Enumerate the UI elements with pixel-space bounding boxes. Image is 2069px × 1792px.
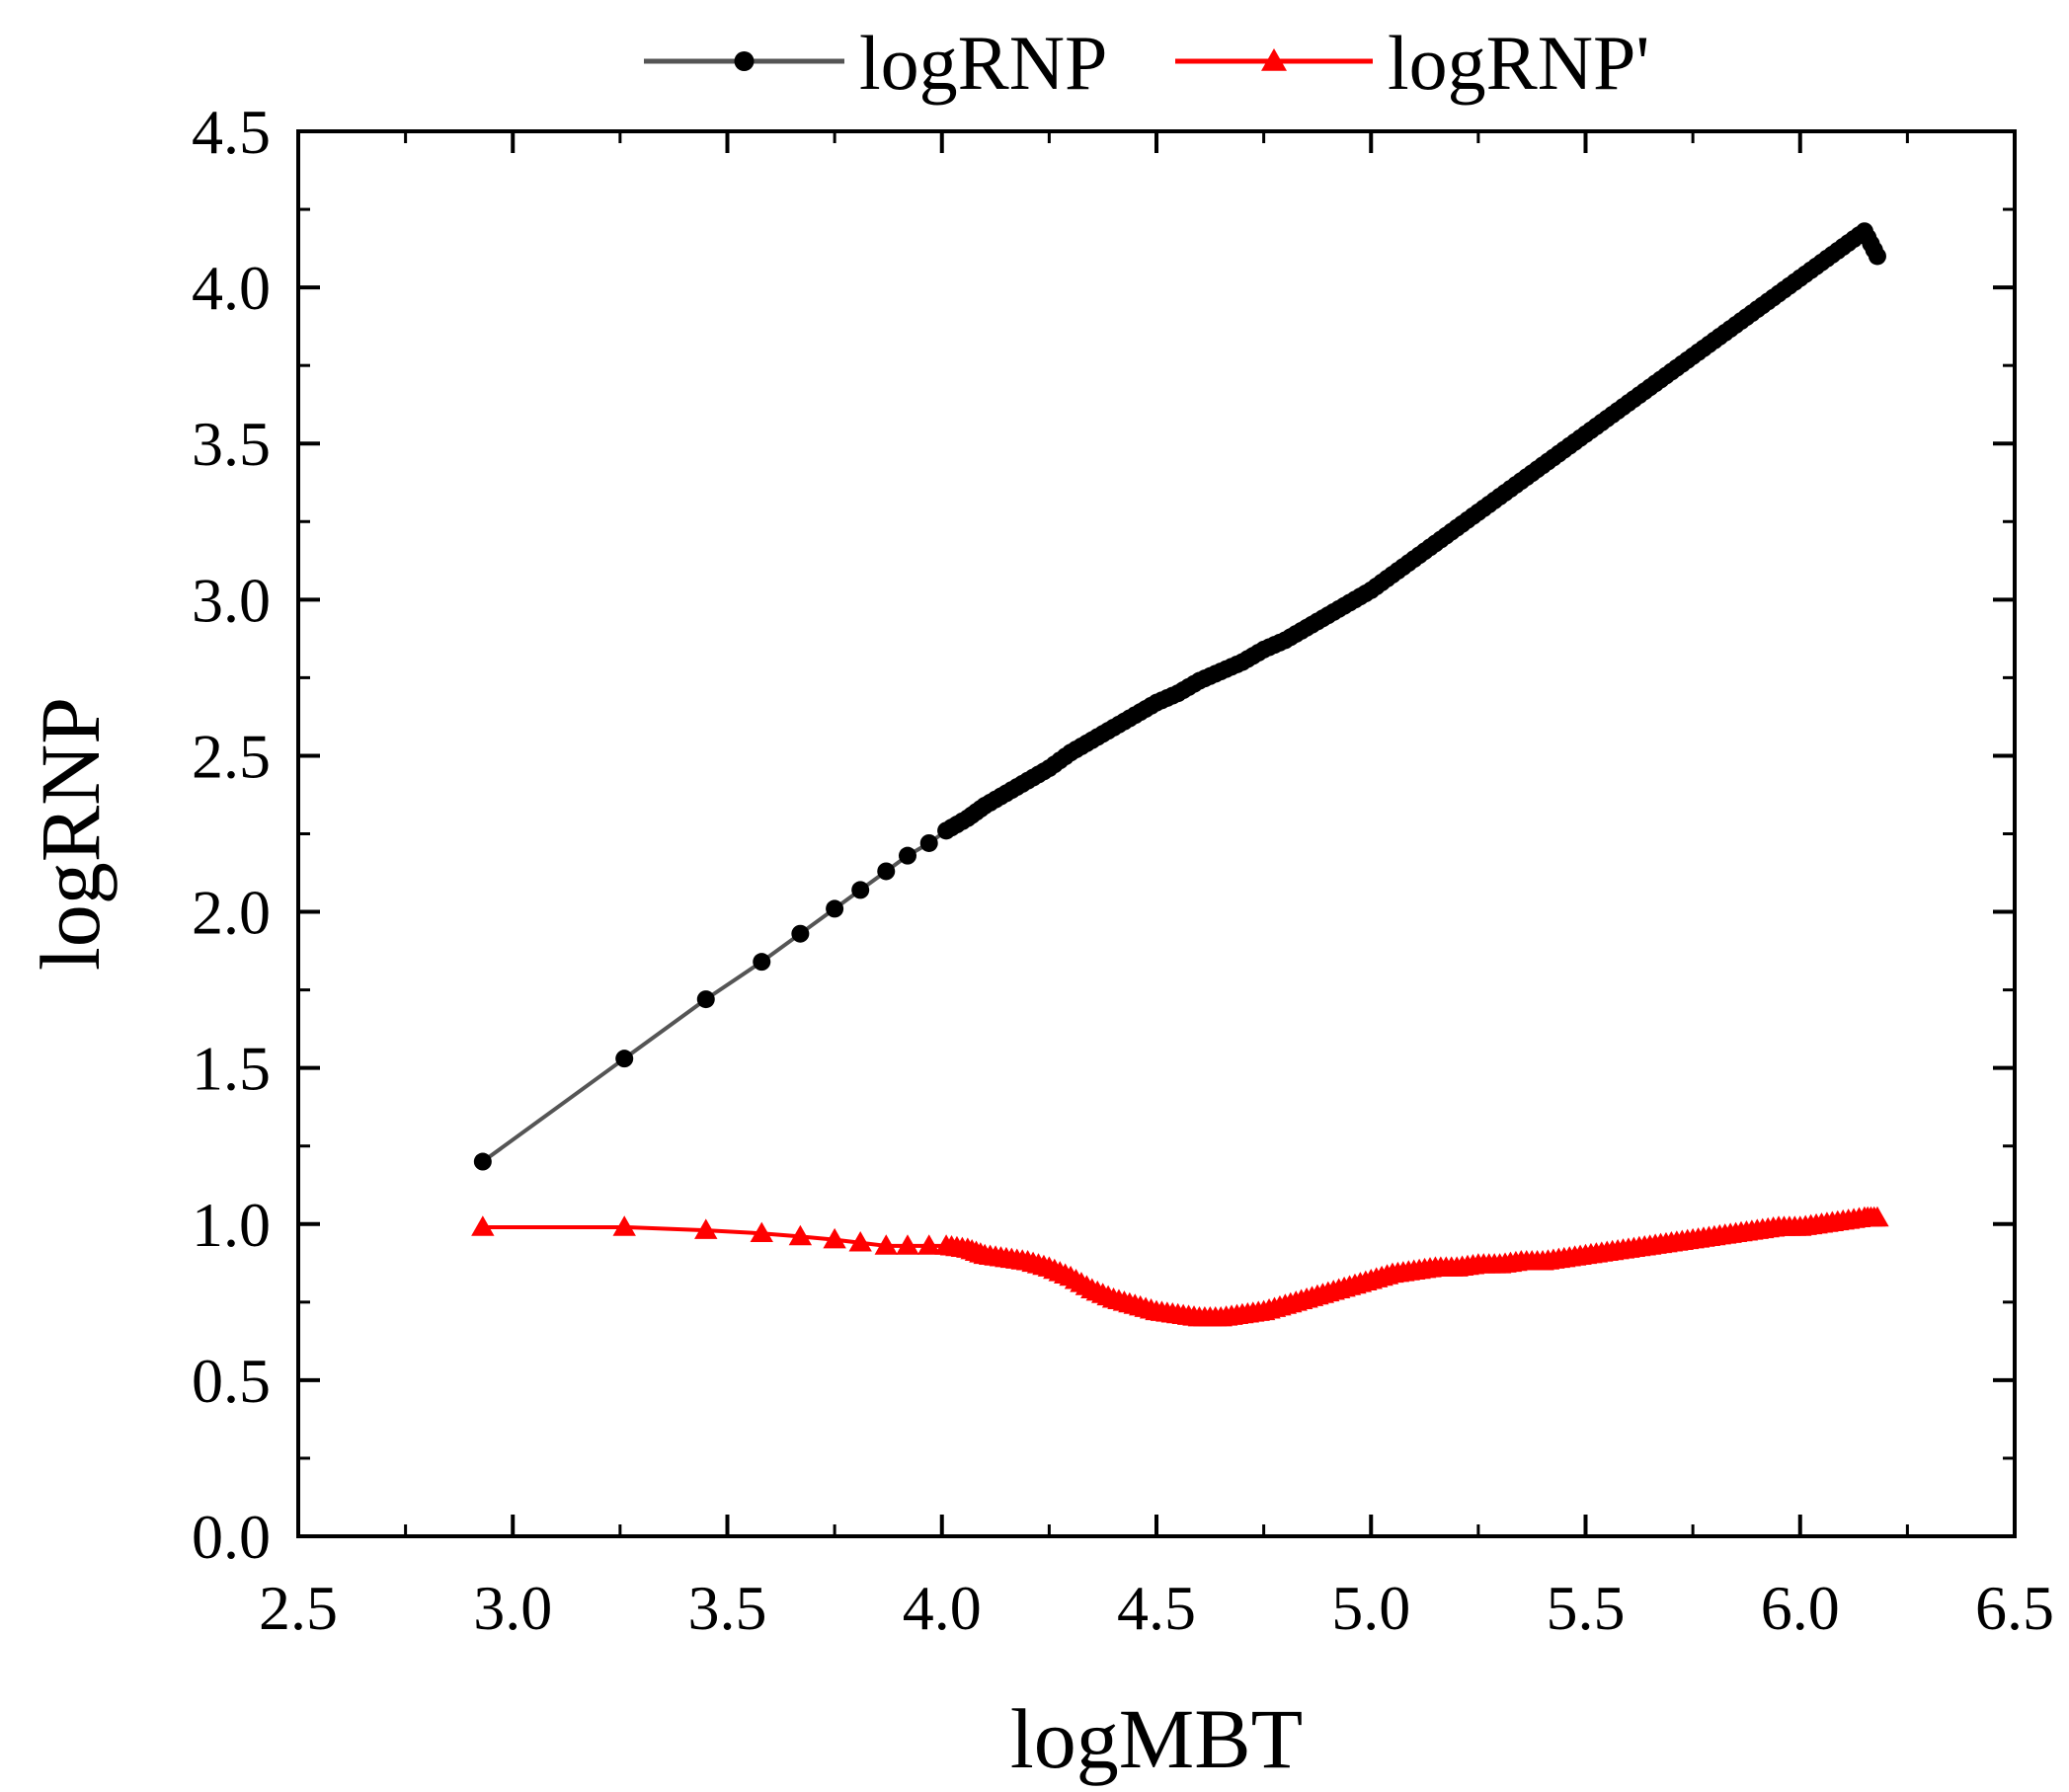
y-tick-label: 1.5 xyxy=(192,1034,271,1104)
plot-frame xyxy=(296,129,2017,1538)
data-point xyxy=(823,1227,846,1249)
data-point xyxy=(826,899,844,918)
legend-label: logRNP' xyxy=(1388,20,1649,106)
data-point xyxy=(473,1152,492,1171)
data-point xyxy=(1868,247,1886,266)
x-tick-label: 5.5 xyxy=(1547,1573,1626,1643)
x-tick-label: 4.0 xyxy=(903,1573,982,1643)
y-tick-label: 3.0 xyxy=(192,565,271,635)
data-point xyxy=(848,1231,872,1252)
data-point xyxy=(898,846,916,865)
data-point xyxy=(877,862,896,881)
y-tick-label: 0.5 xyxy=(192,1346,271,1416)
legend-marker xyxy=(1261,48,1287,71)
data-point xyxy=(615,1050,634,1068)
legend-label: logRNP xyxy=(859,20,1107,106)
y-axis: 0.0 0.5 1.0 1.5 2.0 2.5 3.0 3.5 4.0 4.5 xyxy=(192,97,2015,1572)
y-tick-label: 0.0 xyxy=(192,1502,271,1572)
series-line-2 xyxy=(482,1215,1877,1320)
data-point xyxy=(750,1221,773,1243)
data-point xyxy=(471,1215,495,1236)
x-axis-title: logMBT xyxy=(1010,1691,1303,1786)
data-point xyxy=(874,1234,898,1255)
data-point xyxy=(917,1234,941,1255)
series-1 xyxy=(473,222,1886,1171)
x-tick-label: 3.0 xyxy=(473,1573,552,1643)
data-point xyxy=(1866,1206,1889,1227)
x-tick-label: 2.5 xyxy=(259,1573,338,1643)
data-point xyxy=(896,1234,919,1255)
y-tick-label: 3.5 xyxy=(192,409,271,479)
series-2 xyxy=(471,1206,1889,1327)
data-point xyxy=(753,953,771,972)
data-point xyxy=(612,1215,636,1236)
x-tick-label: 4.5 xyxy=(1117,1573,1196,1643)
y-tick-label: 1.0 xyxy=(192,1190,271,1260)
legend: logRNP logRNP' xyxy=(644,20,1649,106)
x-tick-label: 3.5 xyxy=(688,1573,767,1643)
data-point xyxy=(919,833,938,852)
x-axis: 2.5 3.0 3.5 4.0 4.5 5.0 5.5 6.0 6.5 xyxy=(259,131,2054,1643)
data-point xyxy=(851,881,870,899)
legend-item-2: logRNP' xyxy=(1175,20,1649,106)
x-tick-label: 5.0 xyxy=(1331,1573,1410,1643)
legend-item-1: logRNP xyxy=(644,20,1107,106)
plot-series xyxy=(471,222,1889,1327)
data-point xyxy=(694,1218,718,1239)
y-tick-label: 2.5 xyxy=(192,721,271,791)
data-point xyxy=(788,1224,813,1246)
y-tick-label: 4.5 xyxy=(192,97,271,167)
x-tick-label: 6.5 xyxy=(1975,1573,2054,1643)
data-point xyxy=(791,924,810,943)
data-point xyxy=(696,990,715,1009)
x-tick-label: 6.0 xyxy=(1761,1573,1840,1643)
y-tick-label: 4.0 xyxy=(192,253,271,323)
y-tick-label: 2.0 xyxy=(192,878,271,948)
y-axis-title: logRNP xyxy=(23,697,118,971)
legend-marker xyxy=(734,51,755,71)
